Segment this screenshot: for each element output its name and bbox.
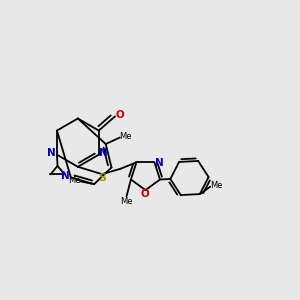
Text: O: O — [115, 110, 124, 120]
Text: O: O — [140, 189, 149, 199]
Text: Me: Me — [210, 181, 222, 190]
Text: Me: Me — [68, 176, 80, 185]
Text: Me: Me — [119, 132, 132, 141]
Text: N: N — [155, 158, 164, 168]
Text: S: S — [99, 173, 106, 183]
Text: Me: Me — [120, 197, 132, 206]
Text: N: N — [47, 148, 56, 158]
Text: N: N — [61, 171, 69, 181]
Text: N: N — [99, 148, 108, 158]
